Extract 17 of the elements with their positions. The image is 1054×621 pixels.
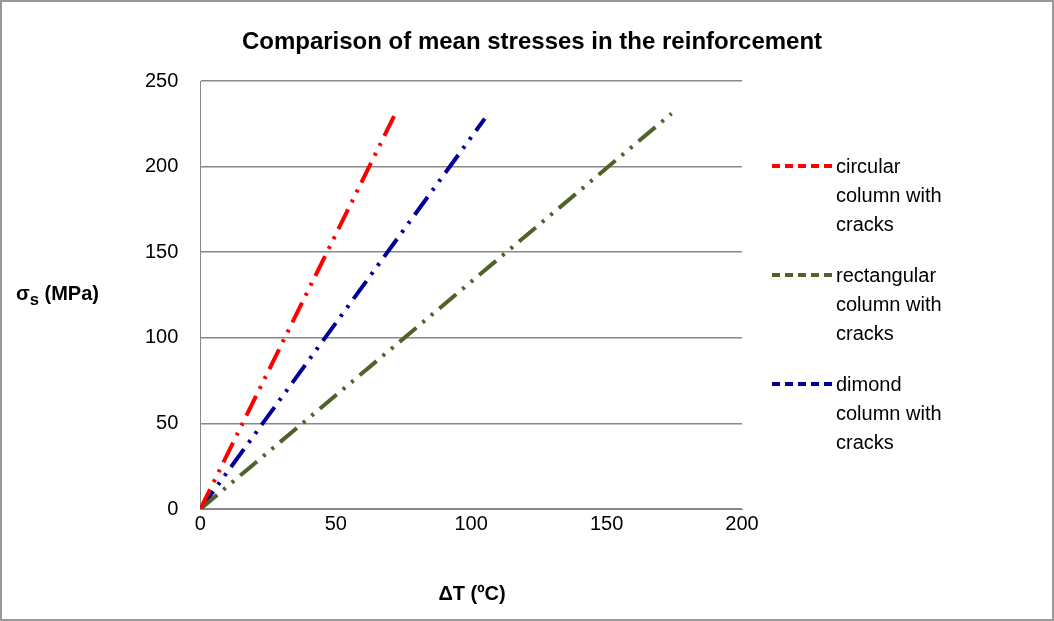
x-tick-label: 50: [324, 511, 347, 534]
x-tick-label: 100: [454, 511, 488, 534]
y-tick-label: 100: [144, 325, 179, 348]
y-axis-title: σ$_{s}$ (MPa): [16, 282, 99, 310]
legend-label: circular column with cracks: [836, 154, 943, 237]
legend-label: rectangular column with cracks: [836, 263, 943, 346]
chart-title: Comparison of mean stresses in the reinforcement: [240, 27, 824, 55]
x-tick-label: 150: [589, 511, 624, 534]
y-tick-label: 150: [144, 239, 179, 262]
x-axis-title: ΔT (ºC): [437, 582, 507, 605]
y-tick-label: 0: [167, 496, 179, 519]
legend-label: dimond column with cracks: [836, 372, 943, 455]
x-tick-label: 200: [725, 511, 759, 534]
y-tick-label: 250: [144, 68, 179, 91]
x-tick-label: 0: [194, 511, 206, 534]
y-tick-label: 200: [144, 154, 179, 177]
y-tick-label: 50: [156, 410, 179, 433]
